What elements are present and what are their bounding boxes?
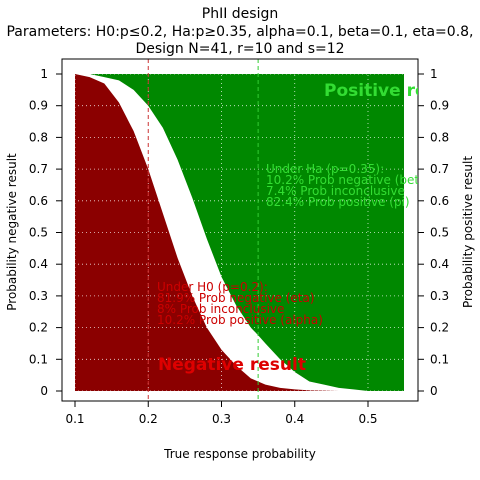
x-tick-label: 0.5 bbox=[358, 412, 377, 426]
h0-annotation-line-1: Under H0 (p=0.2): bbox=[157, 280, 268, 294]
h0-annotation-line-2: 81.9% Prob negative (eta) bbox=[157, 291, 315, 305]
plot-frame bbox=[61, 58, 419, 402]
y-tick-label: 0.1 bbox=[29, 352, 48, 366]
chart-title-line-2: Parameters: H0:p≤0.2, Ha:p≥0.35, alpha=0… bbox=[6, 24, 473, 40]
y-tick-label: 0.4 bbox=[29, 257, 48, 271]
plot-area bbox=[62, 59, 418, 401]
y2-tick-label: 0.2 bbox=[430, 321, 449, 335]
axes: 0.1 0.2 0.3 0.4 0.5 0 0.1 0.2 0.3 0.4 0.5 0.6 0.7 0.8… bbox=[29, 67, 449, 426]
y-tick-label: 0.3 bbox=[29, 289, 48, 303]
y-tick-label: 0.6 bbox=[29, 194, 48, 208]
x-tick-label: 0.4 bbox=[285, 412, 304, 426]
y-tick-label: 1 bbox=[40, 67, 48, 81]
y2-tick-label: 0.5 bbox=[430, 226, 449, 240]
y-axis-label: Probability negative result bbox=[5, 153, 19, 311]
x-tick-label: 0.2 bbox=[139, 412, 158, 426]
annotations: Positive result Negative result Under Ha… bbox=[157, 81, 463, 375]
negative-result-label: Negative result bbox=[158, 355, 306, 375]
y2-tick-label: 0 bbox=[430, 384, 438, 398]
y2-tick-label: 0.4 bbox=[430, 257, 449, 271]
ha-annotation-line-1: Under Ha (p=0.35): bbox=[266, 162, 384, 176]
chart-title-line-1: PhII design bbox=[202, 6, 278, 22]
x-axis-label: True response probability bbox=[163, 447, 316, 461]
ha-annotation-line-3: 7.4% Prob inconclusive bbox=[266, 184, 405, 198]
h0-annotation-line-4: 10.2% Prob positive (alpha) bbox=[157, 313, 323, 327]
ha-annotation-line-2: 10.2% Prob negative (beta) bbox=[266, 173, 431, 187]
y-tick-label: 0.8 bbox=[29, 130, 48, 144]
y2-tick-label: 0.7 bbox=[430, 162, 449, 176]
y2-tick-label: 0.8 bbox=[430, 130, 449, 144]
y2-axis-label: Probability positive result bbox=[461, 156, 475, 308]
x-tick-label: 0.1 bbox=[65, 412, 84, 426]
y-tick-label: 0.9 bbox=[29, 99, 48, 113]
y-tick-label: 0.5 bbox=[29, 226, 48, 240]
y2-tick-label: 1 bbox=[430, 67, 438, 81]
y-tick-label: 0.2 bbox=[29, 321, 48, 335]
positive-result-area bbox=[75, 74, 404, 391]
x-tick-label: 0.3 bbox=[212, 412, 231, 426]
h0-annotation-line-3: 8% Prob inconclusive bbox=[157, 302, 284, 316]
y2-tick-label: 0.3 bbox=[430, 289, 449, 303]
y-tick-label: 0 bbox=[40, 384, 48, 398]
y-tick-label: 0.7 bbox=[29, 162, 48, 176]
y2-tick-label: 0.1 bbox=[430, 352, 449, 366]
y2-tick-label: 0.9 bbox=[430, 99, 449, 113]
ha-annotation-line-4: 82.4% Prob positive (pi) bbox=[266, 195, 410, 209]
y2-tick-label: 0.6 bbox=[430, 194, 449, 208]
negative-result-area bbox=[75, 74, 404, 391]
chart-title-line-3: Design N=41, r=10 and s=12 bbox=[135, 41, 344, 57]
positive-result-label: Positive result bbox=[324, 81, 463, 101]
